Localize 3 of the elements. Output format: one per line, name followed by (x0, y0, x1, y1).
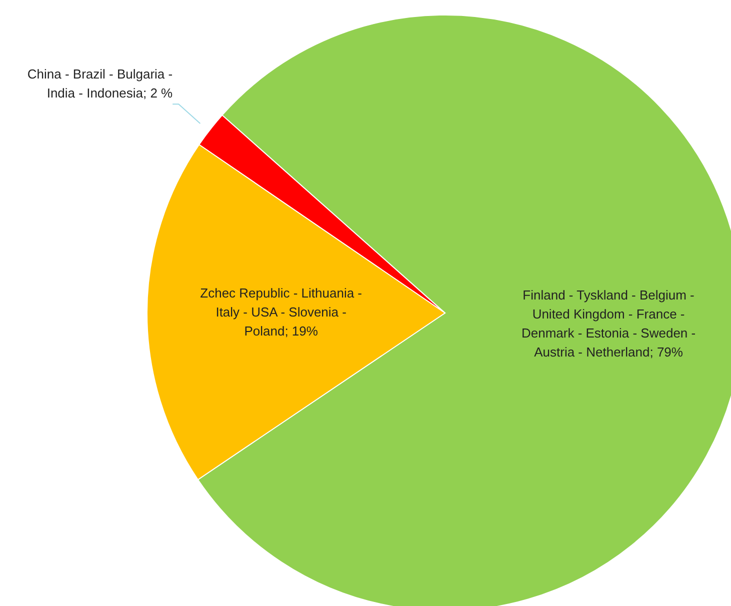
slice-label: Finland - Tyskland - Belgium - United Kingdom - France - Denmark - Estonia - Sweden - Austria - Netherland; 79% (521, 287, 696, 360)
slice-label: Zchec Republic - Lithuania - Italy - USA - Slovenia - Poland; 19% (200, 285, 362, 338)
slice-label: China - Brazil - Bulgaria - India - Indonesia; 2 % (27, 66, 174, 101)
